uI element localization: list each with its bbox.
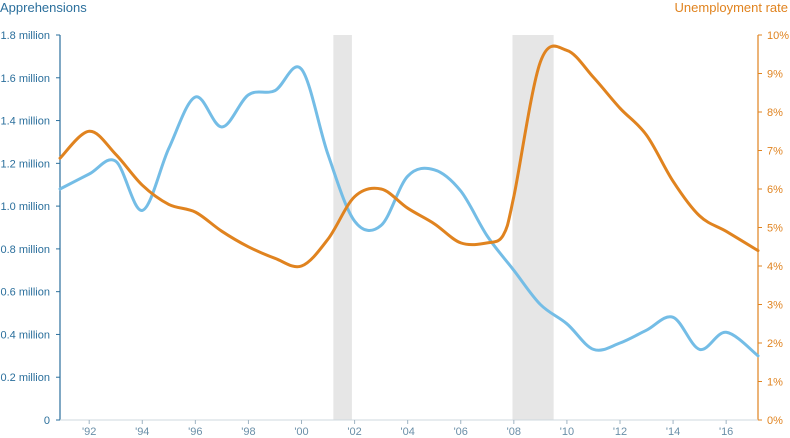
x-tick-label: '14 (666, 426, 680, 438)
left-axis: 0 0.2 million 0.4 million 0.6 million 0.8 mi… (0, 30, 61, 427)
apprehensions-line (58, 65, 760, 358)
right-tick-label: 6% (767, 184, 783, 196)
x-tick-label: '08 (507, 426, 521, 438)
x-tick-label: '12 (613, 426, 627, 438)
left-tick-label: 1.6 million (0, 73, 50, 85)
x-tick-label: '16 (719, 426, 733, 438)
x-tick-label: '92 (82, 426, 96, 438)
x-tick-label: '98 (241, 426, 255, 438)
left-tick-label: 1.2 million (0, 158, 50, 170)
right-axis: 0% 1% 2% 3% 4% 5% 6% 7% 8% 9% 10% (757, 30, 789, 427)
x-tick-label: '02 (347, 426, 361, 438)
series-lines (58, 44, 760, 358)
x-tick-label: '96 (188, 426, 202, 438)
x-tick-label: '94 (135, 426, 149, 438)
left-tick-label: 0.6 million (0, 287, 50, 299)
right-tick-label: 8% (767, 107, 783, 119)
unemployment_rate-line (58, 44, 760, 269)
right-tick-label: 7% (767, 146, 783, 158)
right-tick-label: 10% (767, 30, 789, 42)
recession-band-2 (512, 35, 554, 420)
left-tick-label: 1.4 million (0, 116, 50, 128)
right-tick-label: 4% (767, 261, 783, 273)
recession-band-1 (333, 35, 352, 420)
x-tick-label: '06 (454, 426, 468, 438)
left-axis-title: Apprehensions (0, 0, 87, 15)
left-tick-label: 0.8 million (0, 244, 50, 256)
x-axis: '92 '94 '96 '98 '00 '02 '04 '06 '08 '10 '12 '14 '16 (60, 419, 758, 438)
left-tick-label: 0 (44, 415, 50, 427)
right-tick-label: 0% (767, 415, 783, 427)
right-tick-label: 5% (767, 223, 783, 235)
left-tick-label: 1.8 million (0, 30, 50, 42)
left-tick-label: 0.2 million (0, 372, 50, 384)
right-tick-label: 9% (767, 69, 783, 81)
recession-bands (333, 35, 554, 420)
x-tick-label: '10 (560, 426, 574, 438)
x-tick-label: '00 (294, 426, 308, 438)
right-tick-label: 1% (767, 377, 783, 389)
x-tick-label: '04 (401, 426, 415, 438)
right-tick-label: 3% (767, 300, 783, 312)
left-tick-label: 0.4 million (0, 329, 50, 341)
left-tick-label: 1.0 million (0, 201, 50, 213)
right-tick-label: 2% (767, 338, 783, 350)
right-axis-title: Unemployment rate (674, 0, 788, 15)
